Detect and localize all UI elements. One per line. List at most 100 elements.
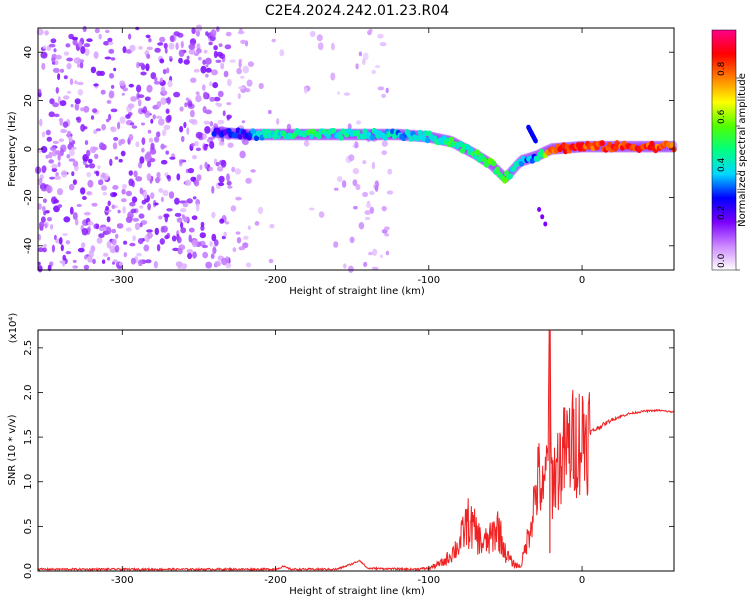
spectrogram-ridge-cell: [250, 128, 256, 135]
spectrogram-noise-dot: [131, 196, 138, 203]
spectrogram-noise-dot: [368, 251, 373, 256]
spectrogram-noise-dot: [95, 223, 100, 230]
spectrogram-noise-dot: [176, 173, 181, 181]
spectrogram-noise-dot: [83, 105, 90, 113]
spectrogram-noise-dot: [110, 57, 116, 61]
spectrogram-noise-dot: [150, 192, 155, 200]
spectrogram-noise-dot: [36, 28, 44, 36]
spectrogram-noise-dot: [318, 211, 325, 218]
spectrogram-noise-dot: [363, 261, 368, 268]
spectrogram-noise-dot: [209, 241, 213, 247]
spectrogram-noise-dot: [137, 259, 143, 267]
spectrogram-noise-dot: [108, 48, 115, 54]
spectrogram-noise-dot: [51, 164, 58, 169]
spectrogram-ridge-cell: [599, 140, 605, 147]
spectrogram-noise-dot: [385, 87, 389, 94]
spectrogram-noise-dot: [122, 46, 127, 54]
spectrogram-noise-dot: [211, 185, 215, 194]
spectrogram-noise-dot: [121, 92, 126, 96]
spectrogram-noise-dot: [49, 224, 54, 230]
spectrogram-noise-dot: [65, 240, 71, 245]
spectrogram-noise-dot: [82, 196, 87, 200]
spectrogram-noise-dot: [160, 97, 167, 105]
colorbar-tick-label: 0.8: [717, 61, 727, 76]
spectrogram-noise-dot: [147, 203, 152, 211]
spectrogram-noise-dot: [46, 136, 52, 142]
spectrogram-noise-dot: [113, 136, 119, 141]
spectrogram-noise-dot: [381, 205, 387, 212]
spectrogram-noise-dot: [123, 252, 128, 258]
spectrogram-noise-dot: [40, 146, 48, 153]
spectrogram-noise-dot: [214, 260, 221, 267]
spectrogram-noise-dot: [138, 213, 145, 219]
spectrogram-noise-dot: [210, 253, 215, 259]
spectrogram-noise-dot: [316, 34, 323, 42]
spectrogram-noise-dot: [152, 114, 156, 120]
spectrogram-noise-dot: [90, 66, 97, 74]
spectrogram-noise-dot: [53, 199, 59, 204]
spectrogram-noise-dot: [303, 87, 308, 94]
spectrogram-noise-dot: [69, 78, 74, 85]
spectrogram-noise-dot: [83, 211, 91, 216]
spectrogram-tail-cell: [537, 207, 542, 212]
spectrogram-noise-dot: [53, 48, 57, 53]
spectrogram-noise-dot: [77, 89, 84, 96]
spectrogram-ridge-cell: [423, 130, 429, 137]
spectrogram-noise-dot: [51, 244, 56, 253]
spectrogram-noise-dot: [188, 234, 192, 243]
spectrogram-noise-dot: [220, 62, 225, 70]
spectrogram-noise-dot: [190, 109, 195, 118]
spectrogram-noise-dot: [205, 261, 213, 269]
colorbar-gradient: [712, 30, 736, 270]
spectrogram-noise-dot: [37, 265, 43, 273]
spectrogram-noise-dot: [112, 192, 118, 197]
spectrogram-noise-dot: [237, 93, 241, 100]
spectrogram-noise-dot: [100, 89, 106, 95]
spectrogram-noise-dot: [377, 86, 385, 91]
spectrogram-noise-dot: [195, 131, 203, 139]
spectrogram-noise-dot: [156, 101, 162, 108]
spectrogram-noise-dot: [139, 222, 143, 228]
spectrogram-noise-dot: [226, 102, 232, 106]
spectrogram-noise-dot: [162, 90, 168, 95]
spectrogram-noise-dot: [187, 181, 192, 186]
spectrogram-noise-dot: [109, 158, 113, 166]
spectrogram-noise-dot: [47, 217, 52, 222]
spectrogram-noise-dot: [137, 99, 142, 107]
spectrogram-ridge-cell: [382, 134, 388, 141]
spectrogram-noise-dot: [303, 140, 310, 147]
spectrogram-noise-dot: [371, 69, 377, 75]
spectrogram-noise-dot: [97, 165, 101, 170]
spectrogram-noise-dot: [121, 188, 126, 195]
spectrogram-noise-dot: [369, 190, 375, 196]
spectrogram-noise-dot: [150, 118, 154, 124]
spectrogram-noise-dot: [239, 27, 243, 33]
spectrogram-noise-dot: [242, 139, 249, 146]
spectrogram-noise-dot: [67, 130, 71, 139]
spectrogram-noise-dot: [45, 154, 49, 159]
spectrogram-noise-dot: [158, 188, 164, 193]
spectrogram-noise-dot: [267, 109, 272, 115]
spectrogram-noise-dot: [377, 33, 384, 39]
spectrogram-noise-dot: [106, 240, 112, 249]
spectrogram-noise-dot: [72, 179, 77, 186]
spectrogram-noise-dot: [154, 47, 161, 53]
spectrogram-noise-dot: [218, 43, 223, 47]
spectrogram-ridge-cell: [447, 141, 453, 148]
spectrogram-noise-dot: [80, 187, 86, 195]
spectrogram-noise-dot: [383, 226, 390, 231]
spectrogram-noise-dot: [205, 109, 212, 115]
spectrogram-noise-dot: [246, 79, 253, 87]
spectrogram-noise-dot: [156, 244, 161, 252]
spectrogram-noise-dot: [82, 25, 87, 33]
y-tick-label: 2.5: [23, 340, 34, 356]
spectrogram-ridge-cell: [507, 173, 513, 180]
spectrogram-y-ticks: -40 -20 0 20 40: [23, 46, 674, 254]
spectrogram-noise-dot: [355, 184, 361, 191]
spectrogram-noise-dot: [159, 238, 165, 245]
spectrogram-noise-dot: [202, 251, 209, 259]
spectrogram-noise-dot: [128, 170, 133, 176]
spectrogram-noise-dot: [122, 87, 128, 92]
spectrogram-noise-dot: [217, 90, 224, 98]
